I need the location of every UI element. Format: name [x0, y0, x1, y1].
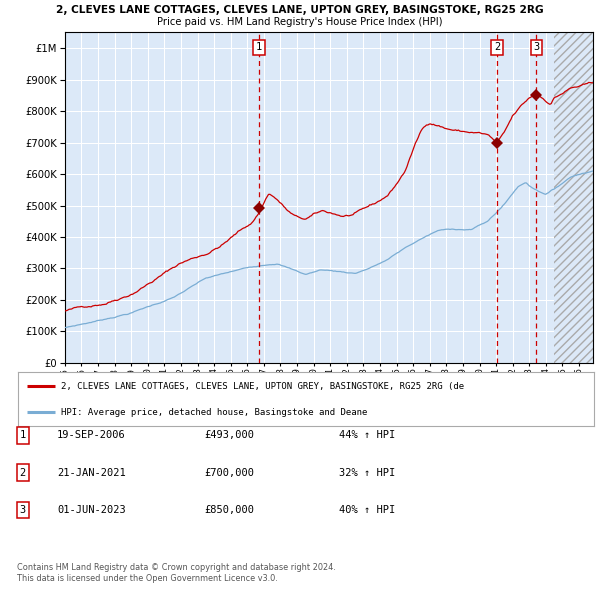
Text: £850,000: £850,000 [204, 505, 254, 514]
Text: 2: 2 [494, 42, 500, 53]
Text: 1: 1 [256, 42, 262, 53]
Text: 44% ↑ HPI: 44% ↑ HPI [339, 431, 395, 440]
Text: 19-SEP-2006: 19-SEP-2006 [57, 431, 126, 440]
Text: Contains HM Land Registry data © Crown copyright and database right 2024.: Contains HM Land Registry data © Crown c… [17, 563, 335, 572]
Text: 3: 3 [533, 42, 539, 53]
Text: 1: 1 [20, 431, 26, 440]
Text: 21-JAN-2021: 21-JAN-2021 [57, 468, 126, 477]
Text: HPI: Average price, detached house, Basingstoke and Deane: HPI: Average price, detached house, Basi… [61, 408, 368, 417]
Text: 2: 2 [20, 468, 26, 477]
Text: 32% ↑ HPI: 32% ↑ HPI [339, 468, 395, 477]
Text: 01-JUN-2023: 01-JUN-2023 [57, 505, 126, 514]
Text: This data is licensed under the Open Government Licence v3.0.: This data is licensed under the Open Gov… [17, 574, 278, 583]
Text: 2, CLEVES LANE COTTAGES, CLEVES LANE, UPTON GREY, BASINGSTOKE, RG25 2RG (de: 2, CLEVES LANE COTTAGES, CLEVES LANE, UP… [61, 382, 464, 391]
Text: 3: 3 [20, 505, 26, 514]
Text: 40% ↑ HPI: 40% ↑ HPI [339, 505, 395, 514]
Text: £700,000: £700,000 [204, 468, 254, 477]
Bar [554, 32, 593, 363]
Text: £493,000: £493,000 [204, 431, 254, 440]
Text: Price paid vs. HM Land Registry's House Price Index (HPI): Price paid vs. HM Land Registry's House … [157, 17, 443, 27]
Text: 2, CLEVES LANE COTTAGES, CLEVES LANE, UPTON GREY, BASINGSTOKE, RG25 2RG: 2, CLEVES LANE COTTAGES, CLEVES LANE, UP… [56, 5, 544, 15]
